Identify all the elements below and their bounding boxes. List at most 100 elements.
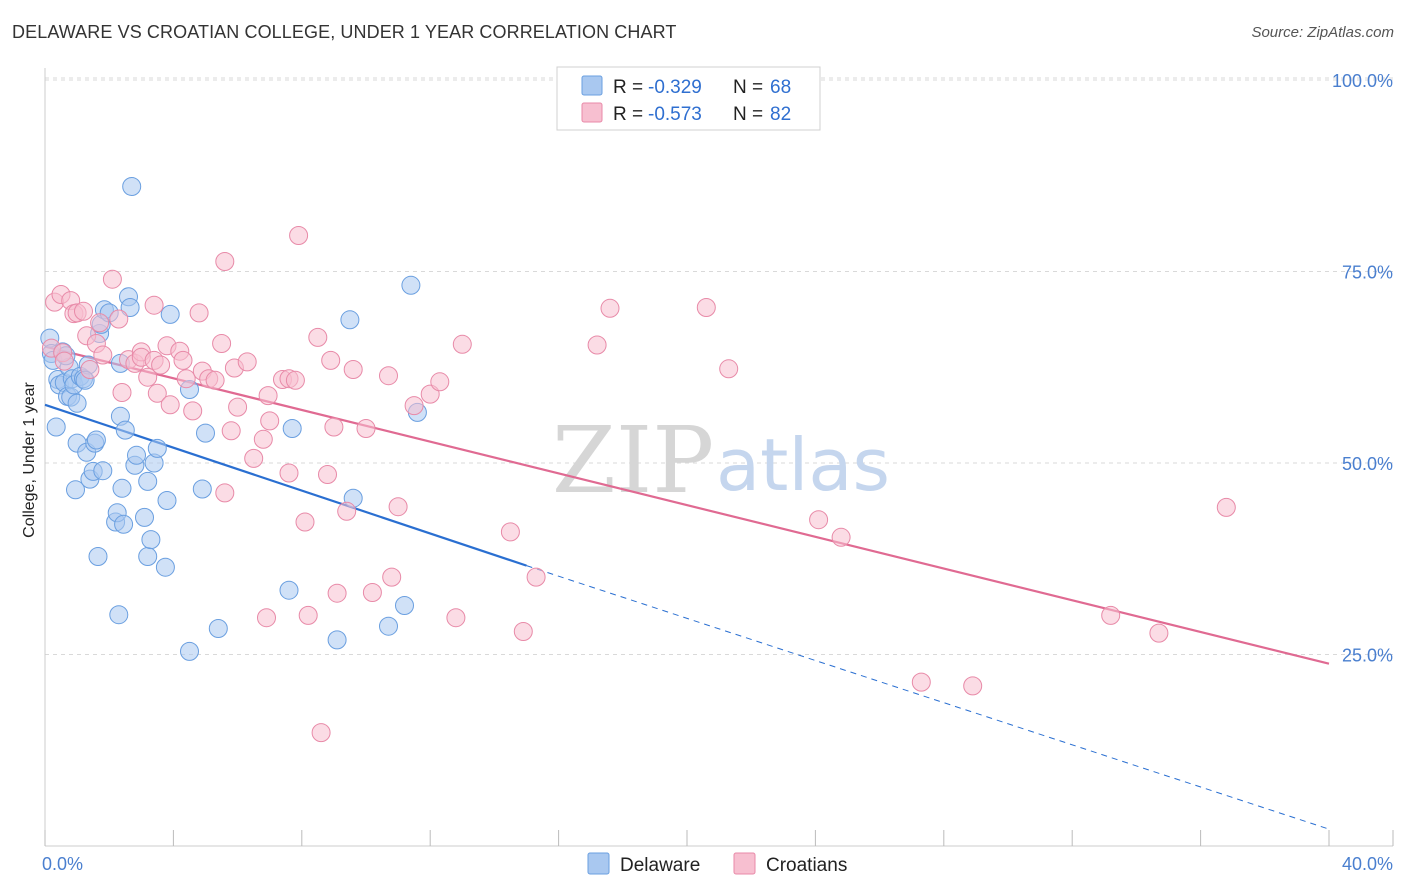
croatians-point	[257, 608, 276, 628]
bottom-legend-swatch-croatians	[733, 852, 756, 875]
source-credit: Source: ZipAtlas.com	[1251, 24, 1394, 41]
watermark-zip: ZIP	[552, 407, 714, 514]
croatians-point	[205, 370, 225, 390]
croatians-point	[831, 527, 851, 547]
legend-r-label-delaware: R =	[613, 77, 643, 98]
croatians-point	[244, 448, 264, 468]
croatians-point	[93, 345, 113, 365]
delaware-point	[192, 479, 212, 499]
legend-r-value-delaware: -0.329	[648, 77, 702, 98]
delaware-point	[379, 616, 398, 636]
delaware-point	[66, 480, 85, 500]
delaware-point	[115, 420, 135, 440]
croatians-point	[215, 252, 235, 271]
delaware-point	[46, 417, 66, 437]
croatians-point	[911, 672, 931, 692]
delaware-point	[340, 310, 360, 330]
watermark: ZIP atlas	[552, 407, 890, 514]
delaware-point	[135, 507, 154, 527]
croatians-trend-line	[44, 345, 1330, 665]
delaware-point	[127, 445, 146, 465]
croatians-point	[215, 483, 235, 503]
croatians-point	[295, 512, 315, 532]
x-tick-labels: 0.0% 40.0%	[42, 854, 1393, 874]
croatians-point	[500, 522, 520, 542]
croatians-point	[382, 567, 402, 587]
croatians-point	[388, 497, 408, 517]
delaware-point	[395, 596, 414, 615]
croatians-point	[147, 383, 167, 403]
croatians-point	[362, 583, 382, 602]
croatians-point	[160, 395, 180, 415]
watermark-atlas: atlas	[716, 423, 890, 507]
croatians-point	[144, 295, 164, 315]
correlation-legend: R = -0.329 N = 68 R = -0.573 N = 82	[556, 66, 821, 131]
croatians-point	[587, 335, 607, 355]
axes	[44, 68, 1394, 847]
croatians-point	[337, 501, 357, 521]
croatians-point	[809, 510, 829, 530]
croatians-point	[311, 723, 331, 743]
croatians-point	[513, 622, 533, 641]
croatians-point	[289, 226, 309, 245]
y-tick-label: 100.0%	[1332, 71, 1393, 91]
croatians-point	[308, 327, 328, 347]
croatians-point	[452, 334, 472, 354]
croatians-point	[1216, 497, 1236, 517]
bottom-legend-delaware: Delaware	[620, 855, 700, 876]
croatians-point	[318, 465, 337, 484]
croatians-point	[285, 370, 305, 390]
croatians-point	[258, 386, 278, 406]
legend-swatch-croatians	[581, 102, 603, 123]
delaware-point	[122, 177, 142, 196]
croatians-point	[80, 360, 100, 379]
croatians-point	[74, 301, 93, 321]
delaware-point	[157, 491, 177, 510]
croatians-point	[379, 366, 398, 386]
delaware-point	[138, 547, 158, 566]
croatians-point	[324, 417, 344, 437]
x-tick-label-min: 0.0%	[42, 854, 83, 874]
legend-n-label-croatians: N =	[733, 104, 763, 125]
croatians-point	[600, 298, 620, 318]
croatians-point	[90, 313, 110, 333]
delaware-point	[141, 530, 161, 550]
delaware-point	[147, 438, 167, 458]
delaware-point	[196, 423, 215, 443]
legend-n-label-delaware: N =	[733, 77, 763, 98]
croatians-point	[321, 350, 341, 370]
croatians-point	[212, 334, 232, 353]
croatians-point	[279, 463, 299, 483]
delaware-point	[155, 557, 175, 577]
delaware-trend-extension	[526, 565, 1330, 830]
y-axis-label: College, Under 1 year	[21, 382, 38, 538]
series-legend: Delaware Croatians	[587, 852, 847, 876]
croatians-point	[1101, 605, 1121, 625]
croatians-point	[112, 383, 132, 402]
delaware-point	[279, 580, 299, 600]
bottom-legend-swatch-delaware	[587, 852, 610, 875]
x-tick-label-max: 40.0%	[1342, 854, 1393, 874]
croatians-point	[963, 676, 983, 696]
legend-n-value-delaware: 68	[770, 77, 791, 98]
croatians-point	[253, 429, 273, 449]
croatians-point	[228, 397, 248, 417]
chart-title: DELAWARE VS CROATIAN COLLEGE, UNDER 1 YE…	[12, 22, 677, 42]
legend-n-value-croatians: 82	[770, 104, 791, 125]
delaware-point	[401, 275, 421, 295]
croatians-point	[404, 396, 424, 416]
croatians-point	[446, 608, 466, 628]
croatians-point	[343, 360, 363, 379]
croatians-point	[221, 421, 241, 441]
legend-swatch-delaware	[581, 75, 603, 96]
croatians-point	[176, 369, 196, 389]
delaware-point	[327, 630, 347, 650]
croatians-point	[430, 372, 450, 392]
delaware-point	[88, 547, 108, 566]
croatians-point	[189, 303, 209, 323]
croatians-point	[327, 583, 347, 603]
delaware-point	[208, 619, 228, 638]
croatians-point	[356, 419, 376, 438]
delaware-point	[109, 605, 129, 625]
